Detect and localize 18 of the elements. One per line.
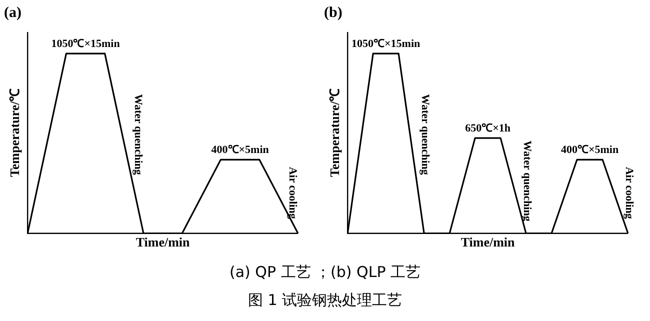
text: 1050℃×15min [51, 38, 120, 50]
annotation: Water quenching [132, 94, 144, 176]
annotation: 400℃×5min [560, 144, 619, 156]
y-axis-title: Temperature/℃ [327, 88, 342, 178]
text: (a) QP 工艺 ；(b) QLP 工艺 [228, 262, 422, 283]
annotation: 400℃×5min [211, 144, 269, 156]
chart-title: (b) [324, 4, 342, 21]
chart-title: (a) [4, 4, 22, 21]
annotation: Air cooling [286, 166, 298, 220]
y-axis-title: Temperature/℃ [7, 88, 22, 178]
x-axis-title: Time/min [136, 234, 191, 250]
annotation: Water quenching [520, 140, 533, 222]
x-axis-title: Time/min [460, 234, 516, 250]
caption: 图 1 试验钢热处理工艺 [246, 290, 404, 311]
annotation: Air cooling [622, 166, 635, 220]
annotation: 650℃×1h [465, 122, 510, 134]
annotation: Water quenching [418, 94, 431, 176]
text: 1050℃×15min [352, 38, 420, 50]
